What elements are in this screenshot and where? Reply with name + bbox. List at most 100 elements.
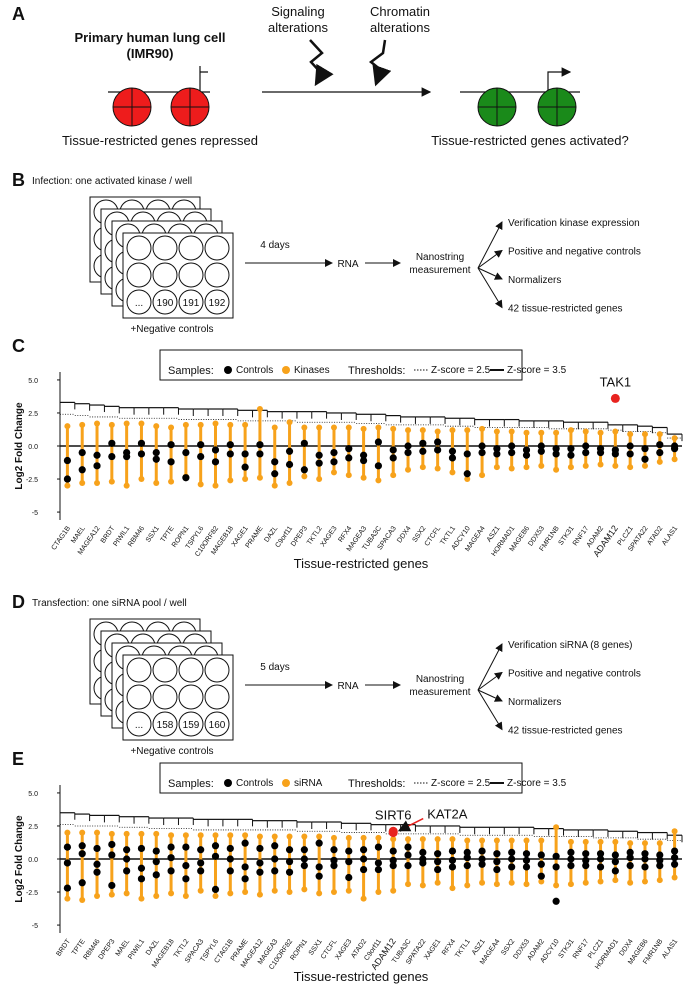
annotation-label: SIRT6 [375,807,412,822]
step-label: measurement [409,265,470,276]
sample-point [390,425,397,432]
legend-marker [224,779,232,787]
control-point [508,855,516,863]
control-point [285,447,294,455]
control-point [93,462,101,470]
control-point [167,458,175,466]
sample-point [256,891,263,898]
control-point [567,862,575,870]
control-point [152,858,160,866]
sample-point [212,832,219,839]
control-point [285,858,294,866]
arrow [477,643,503,691]
sample-point [123,890,130,897]
sample-point [612,877,619,884]
sample-point [182,893,189,899]
control-point [656,851,664,859]
legend-title: Samples: [168,365,214,377]
well [204,235,230,261]
control-point [300,846,308,854]
sample-point [153,830,160,837]
control-point [78,449,86,457]
control-point [389,862,397,870]
control-point [93,868,101,876]
control-point [641,455,649,463]
control-point [508,863,516,871]
y-tick-label: -5 [32,923,38,930]
legend-title: Thresholds: [348,365,405,377]
sample-point [108,891,115,898]
sample-point [242,889,249,896]
control-point [78,879,86,887]
control-point [478,847,486,855]
well [178,657,204,683]
control-point [123,846,131,854]
control-point [670,854,679,862]
sample-point [242,421,249,428]
control-point [137,450,146,458]
legend-marker [282,366,290,374]
control-point [537,442,545,450]
sample-point [612,462,619,469]
sample-point [612,428,619,435]
control-point [374,859,383,867]
sample-point [553,882,560,889]
arrow [477,249,503,269]
well-label: ... [135,298,143,309]
control-point [226,867,234,875]
control-point [389,847,397,855]
control-point [419,859,427,867]
well [204,262,230,288]
control-point [256,868,264,876]
signal-label: Signaling [271,4,325,19]
control-point [182,875,190,883]
sample-point [493,464,500,471]
sample-point [523,429,530,436]
sample-point [123,830,130,837]
sample-point [627,464,634,471]
sample-point [567,881,574,888]
sample-point [345,472,352,479]
control-point [152,847,160,855]
sample-point [301,473,308,480]
gene-activated [477,87,577,127]
signal-label: alterations [268,20,328,35]
control-point [78,850,86,858]
control-point [656,856,664,864]
well [178,711,204,737]
sample-point [567,838,574,845]
sample-point [641,431,648,438]
well [152,657,178,683]
sample-point [641,462,648,469]
control-point [182,843,190,851]
sample-point [197,421,204,428]
control-point [508,848,516,856]
control-point [656,862,664,870]
sample-point [419,464,426,471]
well-label: 160 [209,720,226,731]
control-point [197,859,205,867]
control-point [552,445,560,453]
plate-caption: +Negative controls [130,746,213,757]
sample-point [94,893,101,899]
control-point [567,445,575,453]
sample-point [656,431,663,438]
well [204,657,230,683]
well [152,262,178,288]
control-point [493,445,501,453]
x-axis-label: Tissue-restricted genes [294,969,429,984]
sample-point [242,832,249,839]
control-point [211,446,220,454]
sample-point [508,837,515,844]
control-point [374,843,383,851]
sample-point [627,431,634,438]
sample-point [597,878,604,885]
sample-point [182,832,189,839]
control-point [434,850,442,858]
well [126,711,152,737]
control-point [626,442,634,450]
control-point [285,868,294,876]
control-point [478,442,486,450]
y-tick-label: -2.5 [26,890,38,897]
control-point [152,455,160,463]
